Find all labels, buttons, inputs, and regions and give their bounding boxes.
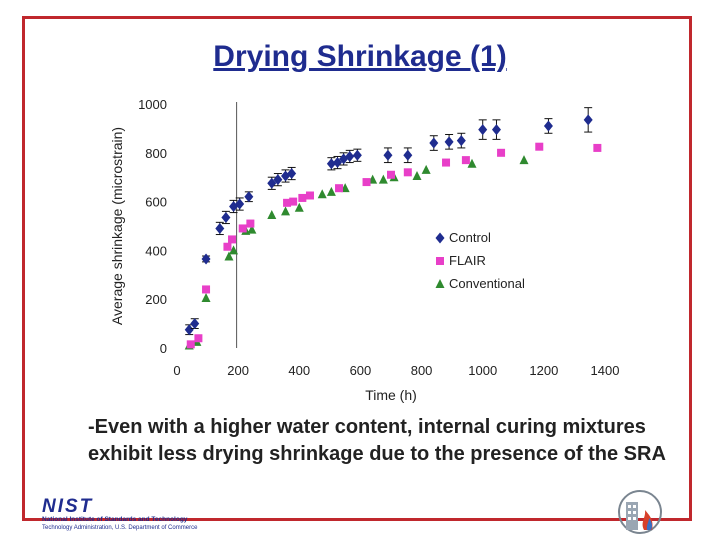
x-axis-label: Time (h) (365, 387, 417, 403)
flair-point (223, 242, 232, 251)
flair-point (387, 170, 395, 179)
control-point (444, 136, 454, 148)
flair-point (238, 224, 247, 233)
control-point (352, 149, 362, 161)
conventional-point (201, 292, 211, 302)
control-point (403, 149, 413, 161)
y-axis-label: Average shrinkage (microstrain) (109, 127, 125, 325)
conventional-point (247, 224, 257, 234)
control-point (201, 253, 211, 265)
flair-point (305, 191, 314, 200)
slide-caption: -Even with a higher water content, inter… (88, 416, 666, 465)
control-point (244, 191, 254, 203)
legend-label-flair: FLAIR (449, 253, 486, 268)
flair-point (497, 148, 506, 157)
control-point (326, 158, 336, 170)
flair-point (362, 178, 371, 187)
conventional-point (378, 174, 388, 184)
legend-marker-control (435, 232, 445, 244)
control-point (345, 150, 355, 162)
control-point (491, 124, 501, 136)
nist-logo-line1: National Institute of Standards and Tech… (42, 516, 188, 523)
control-point (235, 198, 245, 210)
conventional-point (467, 158, 477, 168)
control-point (273, 174, 283, 186)
x-tick-label: 400 (288, 363, 310, 378)
nist-logo: NIST National Institute of Standards and… (42, 496, 198, 532)
flair-point (442, 158, 451, 167)
conventional-point (294, 202, 304, 212)
x-tick-label: 1200 (529, 363, 558, 378)
flair-point (228, 235, 237, 244)
flair-point (593, 143, 602, 152)
control-point (287, 168, 297, 180)
control-point (184, 324, 194, 336)
x-tick-label: 0 (173, 363, 180, 378)
slide-title: Drying Shrinkage (1) (213, 40, 507, 73)
flair-point (461, 156, 470, 165)
conventional-point (317, 189, 327, 199)
legend-marker-conventional (435, 279, 445, 288)
control-point (383, 149, 393, 161)
flair-point (246, 219, 255, 228)
x-tick-label: 1000 (468, 363, 497, 378)
conventional-point (224, 251, 234, 261)
control-point (215, 222, 225, 234)
conventional-point (281, 206, 291, 216)
conventional-point (267, 210, 277, 220)
legend-label-conventional: Conventional (449, 276, 525, 291)
flair-point (186, 340, 195, 349)
control-point (583, 114, 593, 126)
flair-point (403, 168, 412, 177)
flair-point (202, 285, 211, 294)
conventional-point (326, 186, 336, 196)
conventional-point (519, 155, 529, 165)
control-point (456, 135, 466, 147)
nist-logo-word: NIST (42, 496, 94, 517)
legend-label-control: Control (449, 230, 491, 245)
building-fire-logo-icon (618, 490, 662, 534)
x-tick-label: 600 (350, 363, 372, 378)
y-tick-label: 0 (160, 341, 167, 356)
legend-marker-flair (436, 257, 444, 265)
y-tick-label: 1000 (138, 97, 167, 112)
y-tick-label: 400 (145, 243, 167, 258)
control-point (543, 120, 553, 132)
flair-point (335, 184, 344, 193)
flair-point (535, 142, 544, 151)
flair-point (298, 193, 307, 202)
x-tick-label: 800 (411, 363, 433, 378)
conventional-point (412, 170, 422, 180)
flair-point (194, 334, 203, 343)
slide-frame (22, 16, 692, 521)
control-point (478, 124, 488, 136)
control-point (221, 211, 231, 223)
y-tick-label: 800 (145, 146, 167, 161)
x-tick-label: 200 (227, 363, 249, 378)
conventional-point (421, 164, 431, 174)
nist-logo-line2: Technology Administration, U.S. Departme… (42, 525, 198, 531)
control-point (190, 318, 200, 330)
y-tick-label: 600 (145, 195, 167, 210)
flair-point (283, 198, 292, 207)
x-tick-label: 1400 (591, 363, 620, 378)
y-tick-label: 200 (145, 292, 167, 307)
flair-point (289, 197, 298, 206)
conventional-point (229, 245, 239, 255)
control-point (429, 137, 439, 149)
